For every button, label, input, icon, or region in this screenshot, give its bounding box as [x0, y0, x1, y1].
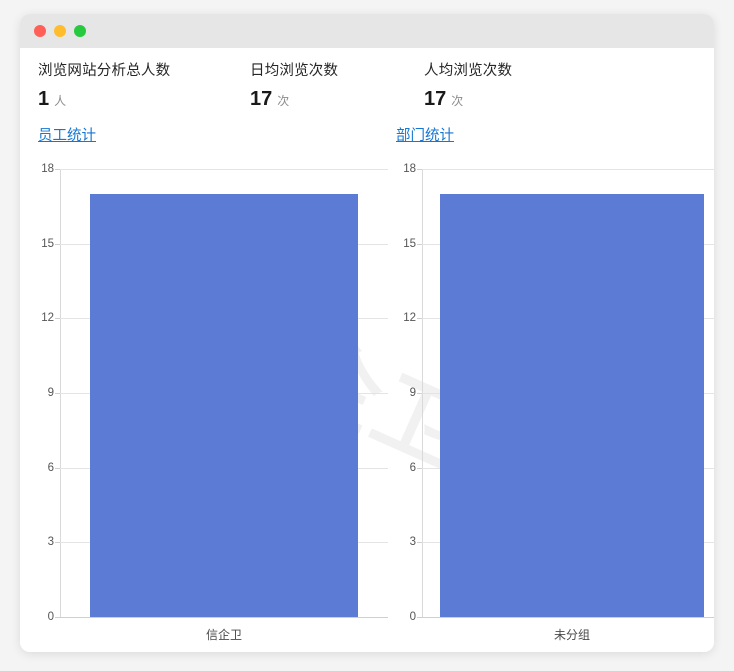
y-tick-mark: [417, 243, 422, 245]
stat-label: 浏览网站分析总人数: [38, 63, 171, 79]
y-tick-label: 3: [47, 536, 54, 549]
gridline: 18: [41, 163, 388, 175]
employee-bar-chart: 0 3 6 9 12 15 18 信企卫: [34, 158, 392, 652]
stat-per-person-views: 人均浏览次数 17 次: [424, 60, 654, 114]
stat-unit: 人: [54, 94, 67, 108]
stat-daily-views: 日均浏览次数 17 次: [250, 60, 424, 114]
y-tick-mark: [55, 542, 60, 544]
y-tick-mark: [417, 542, 422, 544]
y-tick-mark: [417, 467, 422, 469]
employee-stats-link[interactable]: 员工统计: [38, 128, 96, 144]
stat-value: 17 次: [424, 86, 654, 114]
department-stats-link[interactable]: 部门统计: [396, 128, 454, 144]
y-tick-mark: [417, 169, 422, 170]
plot-area-employee: 0 3 6 9 12 15 18 信企卫: [41, 163, 388, 642]
maximize-window-button[interactable]: [74, 25, 86, 37]
stat-number: 1: [38, 88, 50, 110]
y-tick-mark: [55, 169, 60, 170]
y-tick-mark: [417, 393, 422, 394]
stat-unit: 次: [451, 94, 464, 108]
y-tick-label: 18: [41, 163, 54, 175]
y-tick-label: 15: [403, 237, 416, 250]
y-tick-label: 0: [47, 611, 54, 623]
x-tick-label: 未分组: [553, 628, 591, 642]
y-tick-mark: [55, 318, 60, 320]
window-titlebar: [20, 14, 714, 48]
y-tick-label: 18: [403, 163, 416, 175]
y-tick-mark: [55, 393, 60, 394]
section-links: 员工统计 部门统计: [20, 124, 714, 158]
bar[interactable]: [440, 193, 704, 617]
stat-label: 日均浏览次数: [250, 63, 339, 79]
y-tick-mark: [55, 467, 60, 469]
x-tick-label: 信企卫: [205, 628, 243, 642]
y-axis-line: [60, 170, 61, 618]
y-tick-label: 9: [409, 387, 416, 399]
charts-area: 信企卫软件 0 3 6 9 12 15 18 信企卫 0 3 6 9 12 15 18 未分组: [20, 158, 714, 652]
y-tick-label: 3: [409, 536, 416, 549]
y-tick-label: 12: [403, 312, 416, 325]
y-tick-mark: [55, 617, 60, 618]
stat-unit: 次: [277, 94, 290, 108]
y-axis-line: [422, 170, 423, 618]
y-tick-mark: [417, 318, 422, 320]
minimize-window-button[interactable]: [54, 25, 66, 37]
stat-label: 人均浏览次数: [424, 63, 513, 79]
y-tick-label: 12: [41, 312, 54, 325]
y-tick-label: 0: [409, 611, 416, 623]
y-tick-mark: [417, 617, 422, 618]
y-tick-mark: [55, 243, 60, 245]
y-tick-label: 6: [47, 461, 54, 474]
gridline: 18: [403, 163, 714, 175]
plot-area-department: 0 3 6 9 12 15 18 未分组: [403, 163, 714, 642]
stat-value: 17 次: [250, 86, 424, 114]
gridline: 0: [48, 611, 388, 623]
department-bar-chart: 0 3 6 9 12 15 18 未分组: [396, 158, 714, 652]
close-window-button[interactable]: [34, 25, 46, 37]
stat-number: 17: [250, 88, 273, 110]
y-tick-label: 6: [409, 461, 416, 474]
stat-number: 17: [424, 88, 447, 110]
y-tick-label: 9: [47, 387, 54, 399]
bar[interactable]: [89, 193, 359, 617]
gridline: 0: [410, 611, 714, 623]
y-tick-label: 15: [41, 237, 54, 250]
